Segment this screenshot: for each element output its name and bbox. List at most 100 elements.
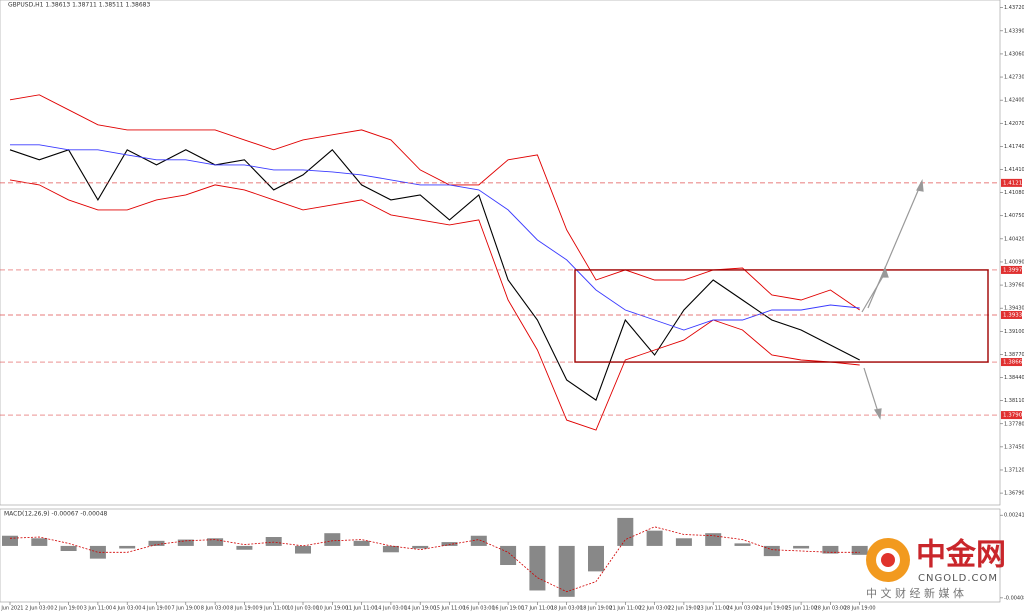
x-tick-label: 2 Jun 03:00 xyxy=(25,606,54,612)
y-tick-label: 1.40420 xyxy=(1004,236,1024,242)
watermark-site: CNGOLD.COM xyxy=(918,573,998,584)
series-line xyxy=(10,144,860,331)
macd-bar xyxy=(382,545,399,553)
level-tag xyxy=(1001,411,1022,420)
y-tick-label: 1.37120 xyxy=(1004,467,1024,473)
y-tick-label: 1.37450 xyxy=(1004,444,1024,450)
x-tick-label: 22 Jun 03:00 xyxy=(639,606,671,612)
watermark: 中金网 CNGOLD.COM 中 文 财 经 新 媒 体 xyxy=(866,538,1006,600)
x-tick-label: 16 Jun 03:00 xyxy=(463,606,495,612)
macd-bar xyxy=(324,533,341,546)
macd-bar xyxy=(89,545,106,559)
macd-bar xyxy=(441,542,458,546)
y-tick-label: 1.39760 xyxy=(1004,283,1024,289)
x-tick-label: 17 Jun 11:00 xyxy=(522,606,554,612)
macd-bar xyxy=(353,540,370,546)
macd-bar xyxy=(763,545,780,557)
y-tick-label: 1.36790 xyxy=(1004,491,1024,497)
x-tick-label: 14 Jun 19:00 xyxy=(404,606,436,612)
x-tick-label: 25 Jun 11:00 xyxy=(785,606,817,612)
macd-bar xyxy=(529,545,546,591)
y-tick-label: 1.43060 xyxy=(1004,51,1024,57)
x-tick-label: 9 Jun 11:00 xyxy=(259,606,288,612)
y-tick-label: 0.002414 xyxy=(1004,513,1024,519)
signal-line xyxy=(9,526,860,593)
x-tick-label: 18 Jun 19:00 xyxy=(580,606,612,612)
x-tick-label: 11 Jun 11:00 xyxy=(346,606,378,612)
series-line xyxy=(9,149,860,401)
x-tick-label: 3 Jun 11:00 xyxy=(84,606,113,612)
macd-bar xyxy=(646,530,663,546)
y-tick-label: 1.40750 xyxy=(1004,213,1024,219)
level-label: 1.37904 xyxy=(1003,413,1024,419)
macd-bar xyxy=(675,538,692,546)
macd-bar xyxy=(60,545,77,552)
macd-bar xyxy=(588,545,604,572)
x-tick-label: 28 Jun 03:00 xyxy=(815,606,847,612)
x-tick-label: 28 Jun 19:00 xyxy=(844,606,876,612)
y-tick-label: 1.41080 xyxy=(1004,190,1024,196)
watermark-name: 中金网 xyxy=(916,538,1006,573)
y-tick-label: 1.43720 xyxy=(1004,5,1024,11)
x-tick-label: 18 Jun 03:00 xyxy=(551,606,583,612)
macd-bar xyxy=(177,539,194,546)
y-tick-label: 1.42730 xyxy=(1004,75,1024,81)
y-tick-label: 1.38110 xyxy=(1004,398,1024,404)
level-tag xyxy=(1001,358,1022,367)
macd-bar xyxy=(793,545,810,549)
y-tick-label: 1.42070 xyxy=(1004,121,1024,127)
macd-bar xyxy=(500,545,517,566)
macd-bar xyxy=(207,538,224,546)
x-tick-label: 14 Jun 03:00 xyxy=(375,606,407,612)
level-label: 1.39976 xyxy=(1003,267,1024,273)
x-tick-label: 4 Jun 19:00 xyxy=(142,606,171,612)
macd-bar xyxy=(2,535,18,546)
watermark-slogan: 中 文 财 经 新 媒 体 xyxy=(866,586,964,600)
x-tick-label: 24 Jun 19:00 xyxy=(756,606,788,612)
chart-title: GBPUSD,H1 1.38613 1.38711 1.38511 1.3868… xyxy=(8,2,150,9)
x-tick-label: 8 Jun 19:00 xyxy=(230,606,259,612)
y-tick-label: -0.004081 xyxy=(1004,595,1024,601)
macd-bar xyxy=(31,538,48,546)
x-tick-label: 4 Jun 03:00 xyxy=(113,606,142,612)
x-tick-label: 7 Jun 19:00 xyxy=(172,606,201,612)
x-tick-label: 21 Jun 11:00 xyxy=(609,606,641,612)
macd-bar xyxy=(148,540,165,546)
range-box xyxy=(574,269,989,363)
macd-bar xyxy=(412,545,429,549)
x-tick-label: 1 Jun 2021 xyxy=(0,606,23,612)
macd-bar xyxy=(236,545,253,550)
macd-bar xyxy=(119,545,136,549)
level-label: 1.41219 xyxy=(1003,180,1024,186)
x-tick-label: 15 Jun 11:00 xyxy=(434,606,466,612)
level-tag xyxy=(1001,310,1022,319)
macd-bar xyxy=(734,543,751,546)
y-tick-label: 1.43390 xyxy=(1004,28,1024,34)
y-tick-label: 1.38770 xyxy=(1004,352,1024,358)
y-tick-label: 1.40090 xyxy=(1004,259,1024,265)
y-tick-label: 1.39100 xyxy=(1004,329,1024,335)
y-tick-label: 1.41410 xyxy=(1004,167,1024,173)
y-tick-label: 1.41740 xyxy=(1004,144,1024,150)
macd-bar xyxy=(295,545,311,554)
x-tick-label: 2 Jun 19:00 xyxy=(54,606,83,612)
y-tick-label: 1.42400 xyxy=(1004,98,1024,104)
x-tick-label: 23 Jun 11:00 xyxy=(697,606,729,612)
macd-bar xyxy=(265,537,282,546)
level-tag xyxy=(1001,178,1022,187)
macd-bar xyxy=(851,545,868,555)
x-tick-label: 10 Jun 19:00 xyxy=(316,606,348,612)
x-tick-label: 8 Jun 03:00 xyxy=(201,606,230,612)
x-tick-label: 22 Jun 19:00 xyxy=(668,606,700,612)
y-tick-label: 1.39430 xyxy=(1004,306,1024,312)
x-tick-label: 10 Jun 03:00 xyxy=(287,606,319,612)
macd-bar xyxy=(617,517,634,546)
macd-bar xyxy=(822,545,839,554)
macd-bar xyxy=(470,535,487,546)
y-tick-label: 1.37780 xyxy=(1004,421,1024,427)
x-tick-label: 24 Jun 03:00 xyxy=(727,606,759,612)
level-label: 1.38661 xyxy=(1003,360,1024,366)
main-pane xyxy=(0,0,1001,506)
macd-pane xyxy=(0,508,1001,603)
